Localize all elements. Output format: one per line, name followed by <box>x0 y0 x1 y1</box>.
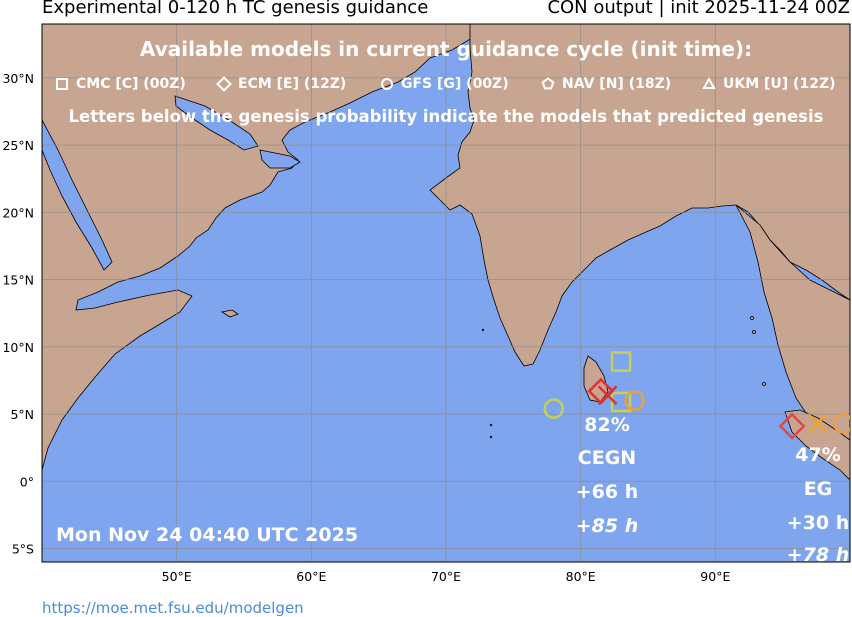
lat-tick-label: 5°N <box>10 407 34 422</box>
square-marker <box>610 351 632 372</box>
system-probability: 47% <box>795 444 840 466</box>
lon-tick-label: 50°E <box>162 569 192 584</box>
gulf-of-oman <box>259 149 301 169</box>
init-time-title: CON output | init 2025-11-24 00Z <box>547 0 850 18</box>
system-last-time: +85 h <box>576 515 639 537</box>
triangle-icon <box>702 76 716 89</box>
graticule <box>42 24 850 562</box>
island <box>489 435 493 439</box>
legend-items: CMC [C] (00Z) ECM [E] (12Z) GFS [G] (00Z) N… <box>56 76 836 92</box>
legend-item-label: GFS [G] (00Z) <box>401 76 509 92</box>
lat-tick-label: 20°N <box>2 205 34 220</box>
circle-icon <box>381 78 393 90</box>
lon-tick-label: 90°E <box>700 569 730 584</box>
genesis-markers <box>543 351 850 440</box>
legend-note: Letters below the genesis probability in… <box>69 107 824 126</box>
legend-item-label: CMC [C] (00Z) <box>76 76 186 92</box>
lon-tick-label: 80°E <box>566 569 596 584</box>
pentagon-icon <box>541 77 555 90</box>
map-frame <box>41 23 851 563</box>
diamond-icon <box>216 76 232 92</box>
system-models: CEGN <box>578 447 636 469</box>
square-icon <box>56 78 68 90</box>
circle-marker <box>543 398 564 419</box>
lat-tick-label: 30°N <box>2 71 34 86</box>
map-title: Experimental 0-120 h TC genesis guidance <box>42 0 429 18</box>
credit-link[interactable]: https://moe.met.fsu.edu/modelgen <box>42 599 304 617</box>
island <box>752 330 756 334</box>
cross-marker <box>597 385 618 406</box>
persian-gulf <box>174 95 259 151</box>
diamond-marker <box>778 412 806 440</box>
legend-heading: Available models in current guidance cyc… <box>140 37 752 61</box>
lat-tick-label: 25°N <box>2 138 34 153</box>
legend-item-label: UKM [U] (12Z) <box>723 76 836 92</box>
lat-tick-label: 0° <box>20 474 34 489</box>
legend-item-label: ECM [E] (12Z) <box>238 76 346 92</box>
island <box>762 382 766 386</box>
red-sea <box>42 119 113 271</box>
longitude-labels: 50°E 60°E 70°E 80°E 90°E <box>162 569 731 584</box>
square-marker <box>610 391 632 413</box>
system-first-time: +66 h <box>576 481 639 503</box>
system-probability: 82% <box>584 414 629 436</box>
genesis-map: 30°N 25°N 20°N 15°N 10°N 5°N 0° 5°S 50°E 60°E 70°… <box>2 23 851 584</box>
lon-tick-label: 60°E <box>296 569 326 584</box>
system-last-time: +78 h <box>787 544 850 566</box>
circle-marker <box>624 390 645 411</box>
legend: Available models in current guidance cyc… <box>56 37 836 126</box>
system-models: EG <box>804 478 833 500</box>
system-label-1: 82% CEGN +66 h +85 h <box>576 414 639 537</box>
cross-marker <box>807 413 828 434</box>
latitude-labels: 30°N 25°N 20°N 15°N 10°N 5°N 0° 5°S <box>2 71 34 557</box>
island <box>489 423 493 427</box>
lon-tick-label: 70°E <box>431 569 461 584</box>
system-label-2: 47% EG +30 h +78 h <box>787 444 850 566</box>
arabia-africa-landmass <box>42 24 481 471</box>
legend-item-label: NAV [N] (18Z) <box>562 76 671 92</box>
lat-tick-label: 5°S <box>12 542 34 557</box>
lat-tick-label: 10°N <box>2 340 34 355</box>
system-first-time: +30 h <box>787 512 850 534</box>
timestamp: Mon Nov 24 04:40 UTC 2025 <box>56 524 358 546</box>
island <box>750 316 754 320</box>
circle-marker <box>833 413 850 434</box>
socotra <box>220 309 239 318</box>
lat-tick-label: 15°N <box>2 273 34 288</box>
island <box>481 328 485 332</box>
